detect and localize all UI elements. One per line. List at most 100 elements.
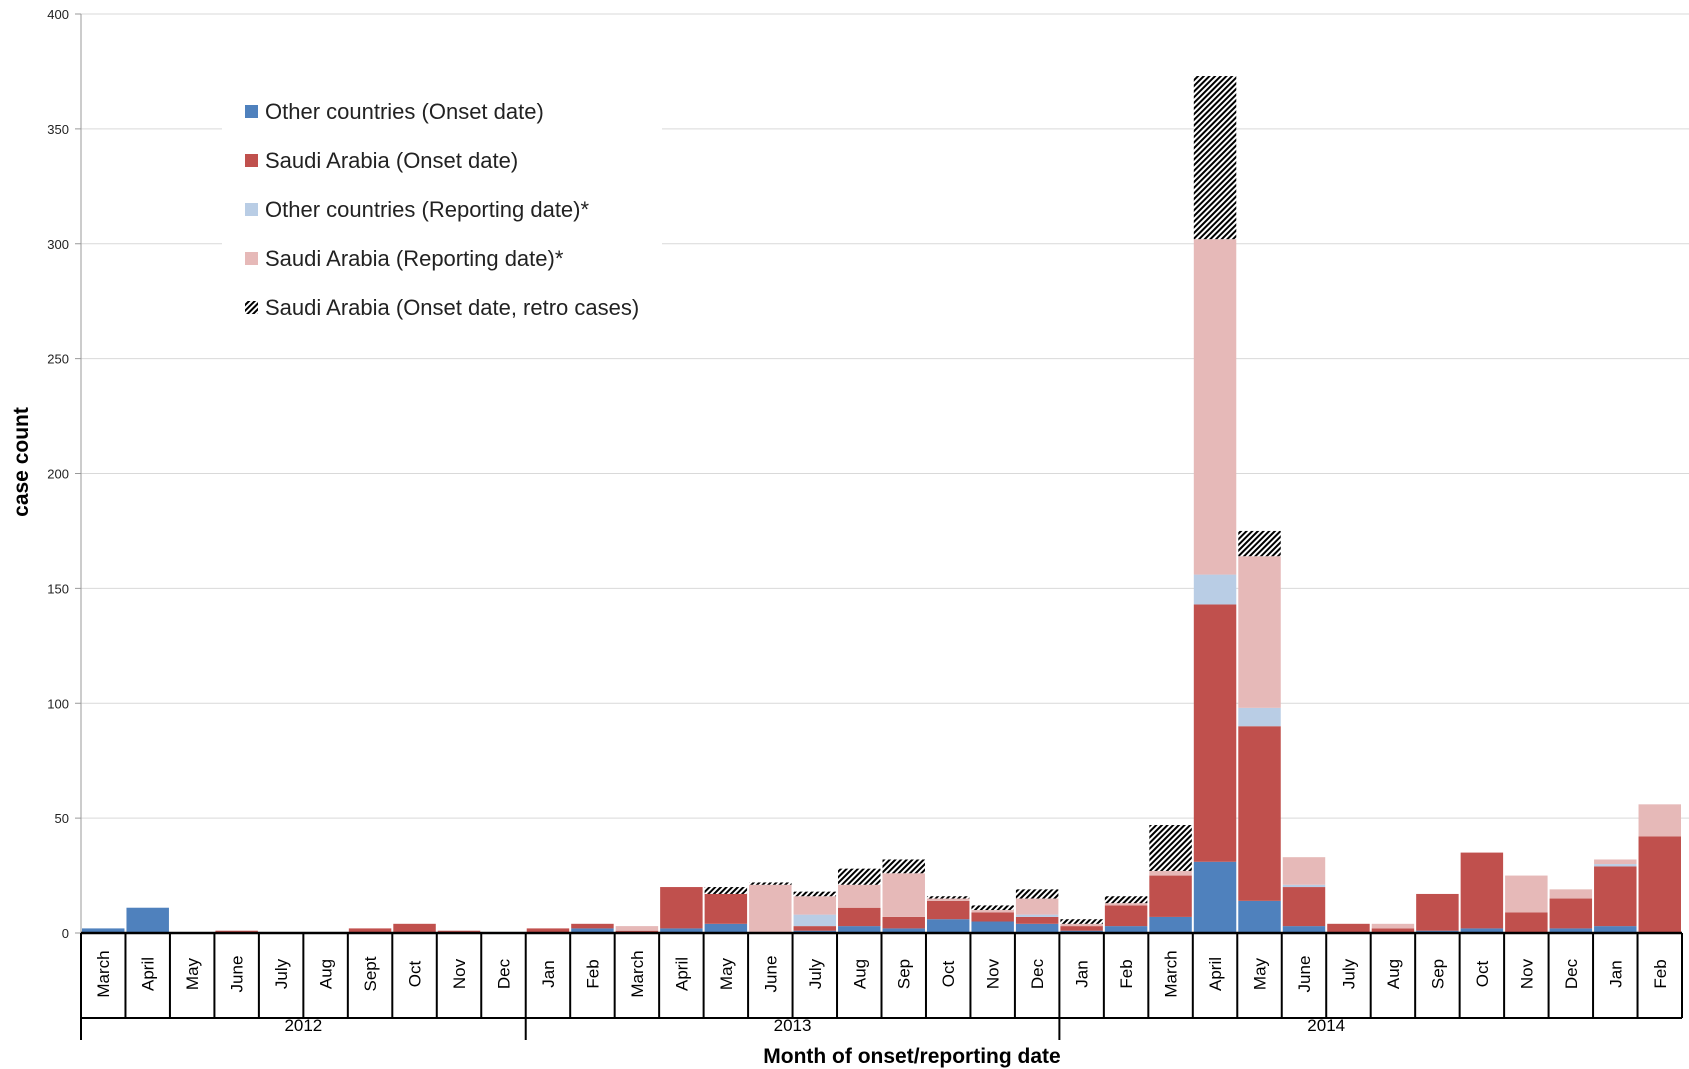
x-tick-label: May [717, 957, 736, 990]
x-tick-label: July [806, 958, 825, 989]
x-tick-label: Nov [450, 958, 469, 989]
x-tick-label: Feb [1117, 959, 1136, 988]
bar-segment-3 [1594, 864, 1637, 867]
x-tick-label: June [228, 956, 247, 993]
bar-segment-4 [1371, 923, 1415, 929]
bar-segment-1 [1238, 900, 1281, 933]
bar-segment-2 [1149, 875, 1192, 917]
bar-segment-1 [660, 928, 703, 933]
year-label: 2014 [1307, 1016, 1345, 1035]
x-tick-label: July [1339, 958, 1358, 989]
bar-segment-5 [1060, 919, 1103, 924]
x-tick-label: Feb [583, 959, 602, 988]
y-tick-label: 0 [62, 926, 69, 941]
bar-segment-3 [1015, 914, 1059, 917]
bar-segment-2 [971, 912, 1014, 922]
year-labels: 2012 2013 2014 [284, 1016, 1345, 1035]
bar-segment-4 [615, 926, 659, 931]
bar-segment-4 [1060, 923, 1103, 927]
bar-segment-2 [1282, 887, 1326, 927]
bar-segment-2 [1371, 928, 1415, 933]
x-tick-label: Aug [850, 959, 869, 989]
bar-segment-3 [1282, 884, 1326, 888]
bar-segment-3 [1238, 707, 1281, 727]
bar-segment-2 [1549, 898, 1593, 929]
bar-segment-4 [1505, 875, 1548, 913]
x-tick-label: Sep [895, 959, 914, 989]
bar-segment-5 [1104, 896, 1148, 904]
x-tick-label: Sept [361, 956, 380, 991]
legend-label: Other countries (Onset date) [265, 99, 544, 124]
y-tick-label: 350 [47, 122, 69, 137]
bar-segment-2 [704, 893, 748, 924]
bar-segment-1 [971, 921, 1014, 933]
bar-segment-4 [1193, 239, 1237, 575]
legend-swatch [245, 203, 258, 216]
x-tick-label: Nov [1517, 958, 1536, 989]
bar-segment-2 [1193, 604, 1237, 862]
bar-segment-2 [1416, 893, 1459, 931]
legend-label: Saudi Arabia (Onset date) [265, 148, 518, 173]
bar-segment-4 [882, 873, 925, 917]
bar-segment-5 [838, 868, 881, 885]
bar-segment-1 [571, 928, 614, 933]
bar-segment-2 [1104, 905, 1148, 927]
bar-segment-2 [1594, 866, 1637, 927]
bar-segment-2 [660, 887, 703, 929]
bar-segment-5 [926, 896, 970, 899]
bar-segment-4 [971, 910, 1014, 913]
bar-segment-3 [793, 914, 837, 927]
legend: Other countries (Onset date) Saudi Arabia… [222, 82, 662, 327]
bar-segment-1 [704, 923, 748, 933]
y-tick-label: 100 [47, 696, 69, 711]
bar-segment-2 [1638, 836, 1681, 933]
bar-segment-2 [1505, 912, 1548, 933]
bar-segment-2 [926, 900, 970, 920]
bar-segment-5 [793, 891, 837, 897]
y-tick-label: 250 [47, 352, 69, 367]
x-tick-label: Jan [1073, 960, 1092, 987]
legend-swatch [245, 105, 258, 118]
bar-segment-2 [348, 928, 392, 933]
bar-segment-1 [126, 907, 169, 933]
bar-segment-2 [838, 907, 881, 927]
bar-segment-4 [793, 896, 837, 915]
x-tick-label: Oct [939, 961, 958, 988]
bar-segment-5 [971, 905, 1014, 911]
bar-segment-1 [1149, 916, 1192, 933]
bar-segment-5 [882, 859, 925, 874]
bar-segment-4 [838, 884, 881, 908]
x-tick-label: Jan [1606, 960, 1625, 987]
legend-swatch [245, 252, 258, 265]
bar-segment-2 [1460, 852, 1504, 929]
x-tick-label: May [183, 957, 202, 990]
bar-segment-5 [704, 887, 748, 894]
bar-segment-2 [1015, 916, 1059, 924]
y-tick-label: 50 [55, 811, 69, 826]
x-tick-label: May [1251, 957, 1270, 990]
bar-segment-5 [1015, 889, 1059, 899]
bar-segment-5 [749, 882, 792, 885]
bar-segment-1 [1594, 926, 1637, 933]
year-label: 2012 [284, 1016, 322, 1035]
x-tick-label: Nov [984, 958, 1003, 989]
x-tick-label: Jan [539, 960, 558, 987]
bar-segment-1 [82, 928, 125, 933]
bar-segment-4 [1238, 556, 1281, 708]
bar-segment-2 [393, 923, 436, 933]
bar-segment-4 [926, 898, 970, 901]
bar-segment-1 [1104, 926, 1148, 933]
bar-segment-1 [1282, 926, 1326, 933]
x-tick-label: July [272, 958, 291, 989]
bar-segment-4 [749, 884, 792, 933]
x-tick-label: Sep [1428, 959, 1447, 989]
legend-label: Other countries (Reporting date)* [265, 197, 589, 222]
x-axis-title: Month of onset/reporting date [763, 1045, 1060, 1068]
bar-segment-4 [1104, 903, 1148, 906]
bar-segment-1 [1193, 861, 1237, 933]
x-tick-label: Oct [406, 961, 425, 988]
bar-segment-4 [1638, 804, 1681, 837]
legend-label: Saudi Arabia (Reporting date)* [265, 246, 564, 271]
bar-segment-2 [1238, 726, 1281, 901]
legend-box [222, 82, 662, 327]
